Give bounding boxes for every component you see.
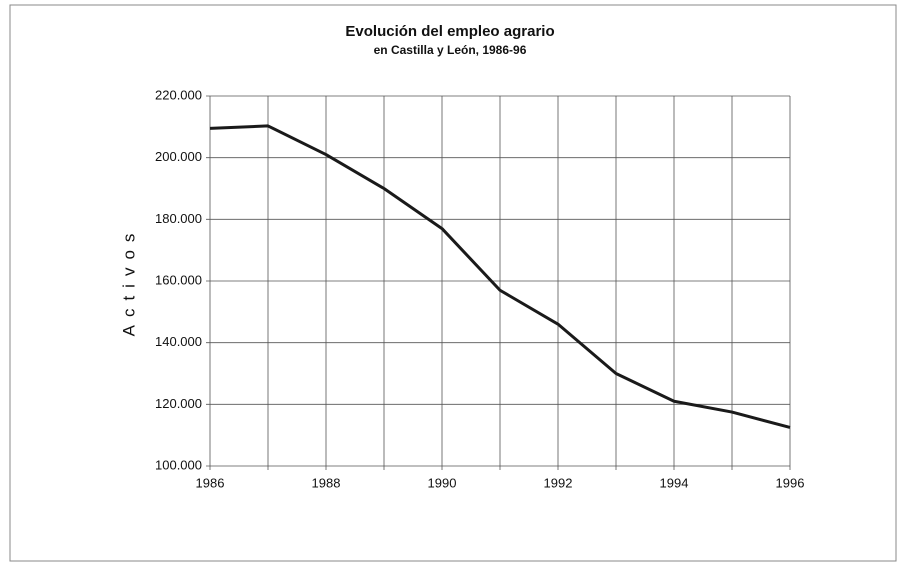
frame — [9, 4, 897, 562]
y-tick-label: 220.000 — [155, 87, 202, 102]
x-tick-label: 1994 — [660, 475, 689, 490]
x-tick-label: 1986 — [196, 475, 225, 490]
data-line — [209, 124, 791, 429]
x-tick-label: 1996 — [776, 475, 805, 490]
x-tick-label: 1988 — [312, 475, 341, 490]
y-axis-label: Activos — [119, 226, 138, 337]
y-tick-label: 140.000 — [155, 334, 202, 349]
y-tick-label: 160.000 — [155, 272, 202, 287]
chart-title: Evolución del empleo agrario — [345, 23, 554, 40]
y-tick-label: 120.000 — [155, 396, 202, 411]
y-tick-label: 100.000 — [155, 457, 202, 472]
x-tick-label: 1990 — [428, 475, 457, 490]
chart-subtitle: en Castilla y León, 1986-96 — [374, 43, 527, 57]
x-tick-label: 1992 — [544, 475, 573, 490]
y-tick-label: 200.000 — [155, 149, 202, 164]
y-tick-label: 180.000 — [155, 211, 202, 226]
